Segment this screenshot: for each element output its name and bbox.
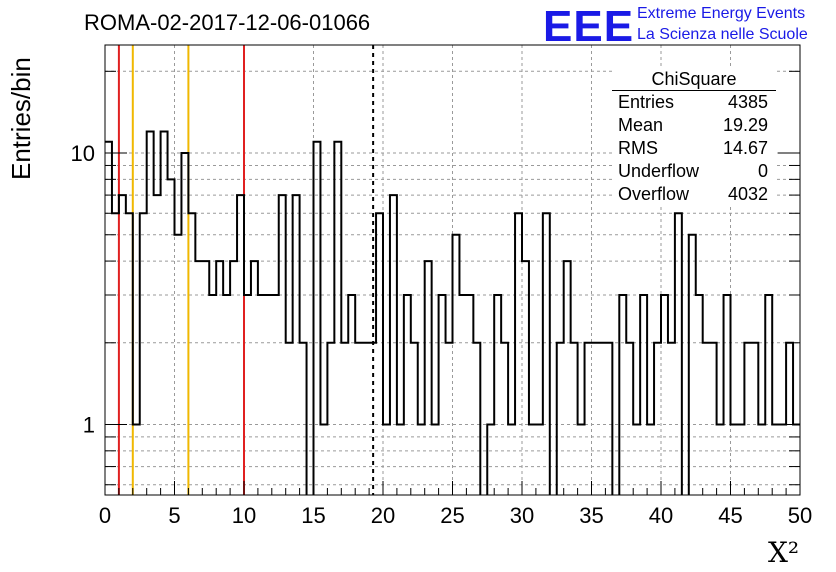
stats-row-underflow: Underflow 0 (612, 160, 776, 183)
stats-value: 4385 (727, 92, 768, 112)
stats-title: ChiSquare (612, 68, 776, 91)
x-tick-label: 10 (232, 503, 256, 528)
stats-label: Underflow (618, 161, 700, 181)
x-tick-label: 20 (371, 503, 395, 528)
stats-value: 14.67 (722, 138, 768, 158)
histogram-outline (105, 130, 800, 495)
x-tick-label: 5 (168, 503, 180, 528)
stats-row-overflow: Overflow 4032 (612, 183, 776, 206)
y-tick-label: 10 (71, 141, 95, 166)
x-tick-label: 35 (579, 503, 603, 528)
stats-value: 4032 (727, 184, 768, 204)
x-tick-label: 25 (440, 503, 464, 528)
x-tick-label: 40 (649, 503, 673, 528)
y-tick-label: 1 (83, 413, 95, 438)
x-tick-label: 45 (718, 503, 742, 528)
stats-label: Overflow (618, 184, 690, 204)
x-tick-label: 15 (301, 503, 325, 528)
stats-label: Mean (618, 115, 664, 135)
axis-tick-labels: 0 5 10 15 20 25 30 35 40 45 50 1 10 (71, 141, 813, 528)
stats-label: Entries (618, 92, 675, 112)
logo-line-1: Extreme Energy Events (637, 5, 806, 22)
stats-value: 0 (757, 161, 768, 181)
plot-frame (104, 44, 801, 496)
x-tick-label: 50 (788, 503, 812, 528)
logo-line-2: La Scienza nelle Scuole (637, 26, 808, 43)
stats-row-entries: Entries 4385 (612, 91, 776, 114)
stats-label: RMS (618, 138, 658, 158)
eee-logo: EEE (543, 2, 635, 51)
y-axis-label: Entries/bin (6, 57, 36, 180)
axis-ticks (104, 70, 801, 495)
histogram-bins (105, 130, 800, 495)
x-tick-label: 30 (510, 503, 534, 528)
x-axis-label: X² (768, 536, 800, 569)
chart-title: ROMA-02-2017-12-06-01066 (84, 10, 371, 35)
stats-box: ChiSquare Entries 4385 Mean 19.29 RMS 14… (612, 68, 776, 206)
grid-lines (105, 45, 800, 495)
stats-value: 19.29 (722, 115, 768, 135)
stats-row-mean: Mean 19.29 (612, 114, 776, 137)
x-tick-label: 0 (99, 503, 111, 528)
stats-row-rms: RMS 14.67 (612, 137, 776, 160)
